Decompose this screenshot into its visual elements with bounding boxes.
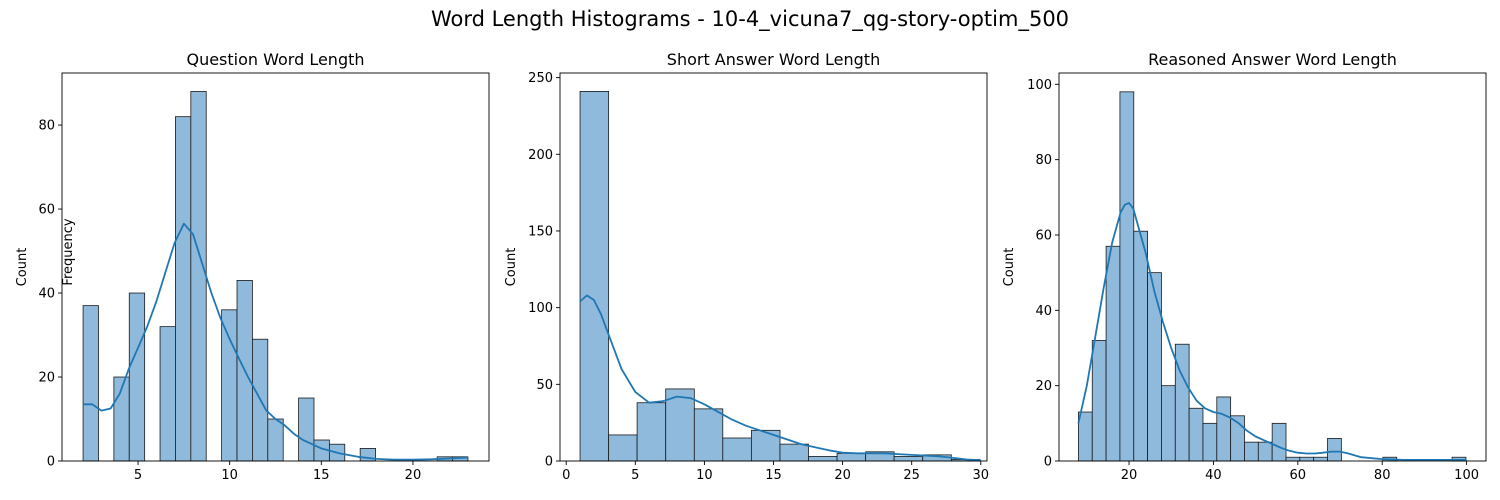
subplot-3: 20 40 60 80 100 0 20 40 60 80 100 Reasoned Answer W… <box>1002 50 1487 483</box>
bar-12 <box>893 455 924 462</box>
bar-8 <box>190 91 207 462</box>
x-tick-label: 10 <box>221 468 238 483</box>
figure-title: Word Length Histograms - 10-4_vicuna7_qg… <box>431 7 1069 32</box>
y-axis-label: Count <box>1002 248 1017 287</box>
bar-10 <box>221 309 238 462</box>
x-tick-label: 60 <box>1290 468 1307 483</box>
y-tick-label: 40 <box>38 287 55 302</box>
bar-1 <box>579 91 610 462</box>
bar-16 <box>1285 456 1301 462</box>
bar-18 <box>1313 456 1328 462</box>
bar-11 <box>1216 396 1232 462</box>
y-tick-label: 80 <box>1035 153 1052 168</box>
x-tick-label: 5 <box>631 468 639 483</box>
y-tick-label: 200 <box>528 148 553 163</box>
bar-5 <box>1133 230 1149 462</box>
x-tick-label: 80 <box>1374 468 1391 483</box>
bar-3 <box>636 402 667 462</box>
x-tick-label: 20 <box>1121 468 1138 483</box>
bar-6 <box>1147 272 1162 462</box>
x-tick-label: 10 <box>696 468 713 483</box>
bar-7 <box>1161 385 1176 462</box>
subplot-1: 5 10 15 20 0 20 40 60 80 Question Word Length Coun… <box>15 50 490 483</box>
subplot-2: 0 5 10 15 20 25 30 0 50 100 150 200 250 Short Answer … <box>504 50 989 483</box>
y-tick-label: 0 <box>1044 455 1052 470</box>
bar-3 <box>1105 245 1121 462</box>
y-tick-label: 100 <box>1027 78 1052 93</box>
subplot-title: Reasoned Answer Word Length <box>1148 50 1397 69</box>
bar-19 <box>1327 437 1342 462</box>
frequency-label: Frequency <box>61 218 76 285</box>
kde-line <box>83 222 468 461</box>
x-tick-label: 100 <box>1454 468 1479 483</box>
x-tick-label: 0 <box>562 468 570 483</box>
bar-6 <box>722 437 752 462</box>
bar-15 <box>1271 422 1287 462</box>
bar-13 <box>1244 441 1259 462</box>
kde-line <box>579 294 981 462</box>
bar-2 <box>608 434 638 462</box>
y-tick-label: 150 <box>528 224 553 239</box>
bar-4 <box>1119 91 1135 462</box>
y-tick-label: 80 <box>38 119 55 134</box>
y-tick-label: 60 <box>1035 228 1052 243</box>
axes-frame <box>559 72 988 462</box>
x-tick-label: 40 <box>1205 468 1222 483</box>
x-tick-label: 30 <box>973 468 990 483</box>
y-tick-label: 0 <box>47 455 55 470</box>
x-tick-label: 15 <box>765 468 782 483</box>
y-tick-label: 40 <box>1035 304 1052 319</box>
bar-10 <box>1202 422 1218 462</box>
y-tick-label: 250 <box>528 71 553 86</box>
bar-14 <box>1257 441 1273 462</box>
bar-2 <box>1091 340 1107 462</box>
bar-9 <box>1188 407 1204 462</box>
bar-8 <box>779 443 809 462</box>
y-tick-label: 20 <box>1035 379 1052 394</box>
bar-1 <box>82 305 99 462</box>
bar-15 <box>298 397 315 462</box>
bar-1 <box>1078 411 1093 462</box>
y-axis-label: Count <box>504 248 519 287</box>
y-axis-label: Count <box>15 248 30 287</box>
bar-5 <box>693 408 724 462</box>
bar-13 <box>267 418 284 462</box>
bar-9 <box>808 455 838 462</box>
y-tick-label: 100 <box>528 301 553 316</box>
x-tick-label: 15 <box>313 468 330 483</box>
bar-4 <box>128 292 146 462</box>
y-tick-label: 60 <box>38 203 55 218</box>
bar-6 <box>159 326 176 462</box>
bar-17 <box>1299 456 1315 462</box>
axes-frame <box>1058 72 1487 462</box>
y-tick-label: 50 <box>536 378 553 393</box>
bar-7 <box>175 116 192 462</box>
y-tick-label: 20 <box>38 371 55 386</box>
x-tick-label: 20 <box>405 468 422 483</box>
bar-10 <box>836 452 867 462</box>
kde-line <box>1077 202 1467 461</box>
bar-8 <box>1174 343 1190 462</box>
subplot-title: Question Word Length <box>186 50 364 69</box>
x-tick-label: 25 <box>903 468 920 483</box>
y-tick-label: 0 <box>545 455 553 470</box>
axes-frame <box>61 72 490 462</box>
bar-4 <box>665 388 695 462</box>
subplot-title: Short Answer Word Length <box>667 50 880 69</box>
x-tick-label: 20 <box>834 468 851 483</box>
x-tick-label: 5 <box>134 468 142 483</box>
